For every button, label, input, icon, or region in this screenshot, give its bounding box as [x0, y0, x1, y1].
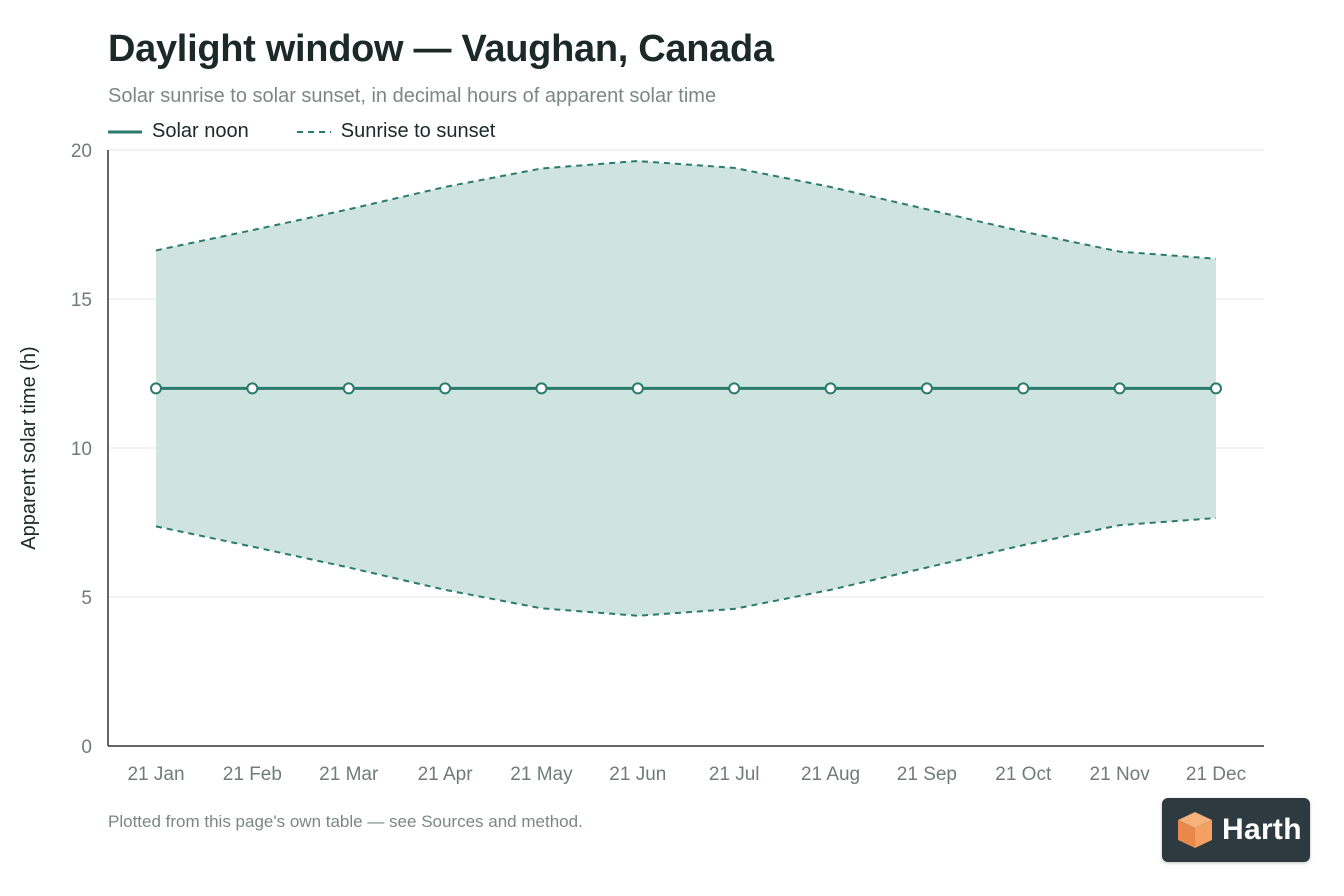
solar-noon-point [342, 382, 355, 395]
axes [107, 150, 1264, 747]
solar-noon-point [1017, 382, 1030, 395]
x-tick-label: 21 Nov [1090, 764, 1151, 785]
solar-noon-point [535, 382, 548, 395]
y-tick-label: 5 [81, 588, 92, 609]
x-tick-label: 21 Jun [609, 764, 666, 785]
x-tick-label: 21 Mar [319, 764, 379, 785]
chart-title: Daylight window — Vaughan, Canada [108, 28, 774, 70]
x-tick-label: 21 Dec [1186, 764, 1246, 785]
solar-noon-point [439, 382, 452, 395]
x-tick-label: 21 May [510, 764, 573, 785]
legend-item-sunrise-sunset: Sunrise to sunset [296, 120, 496, 143]
harth-cube-icon [1178, 812, 1212, 848]
x-tick-label: 21 Apr [418, 764, 474, 785]
solid-line-swatch-icon [108, 130, 142, 133]
legend: Solar noon Sunrise to sunset [108, 120, 543, 143]
daylight-chart: 0 5 10 15 20 21 Jan 21 Feb 21 Mar 21 Apr 21 May 21… [18, 141, 1264, 785]
x-tick-label: 21 Feb [223, 764, 282, 785]
y-tick-label: 20 [71, 141, 92, 162]
solar-noon-point [246, 382, 259, 395]
x-tick-label: 21 Jul [709, 764, 760, 785]
y-tick-label: 15 [71, 290, 92, 311]
sunset-line [155, 160, 1217, 260]
series [150, 160, 1222, 617]
solar-noon-point [824, 382, 837, 395]
legend-label-sunrise-sunset: Sunrise to sunset [340, 120, 496, 142]
solar-noon-point [1210, 382, 1222, 395]
footnote: Plotted from this page's own table — see… [108, 812, 583, 831]
harth-logo: Harth [1162, 798, 1310, 862]
y-tick-label: 0 [81, 737, 92, 758]
x-tick-label: 21 Sep [897, 764, 957, 785]
solar-noon-point [631, 382, 644, 395]
solar-noon-point [150, 382, 162, 395]
solar-noon-point [920, 382, 933, 395]
y-tick-label: 10 [71, 439, 92, 460]
tick-labels: 0 5 10 15 20 21 Jan 21 Feb 21 Mar 21 Apr 21 May 21… [18, 141, 1246, 785]
dashed-line-swatch-icon [296, 130, 331, 133]
solar-noon-point [1113, 382, 1126, 395]
x-tick-label: 21 Aug [801, 764, 860, 785]
sunrise-line [155, 517, 1217, 617]
legend-label-solar-noon: Solar noon [152, 120, 249, 142]
logo-text: Harth [1222, 813, 1302, 846]
y-axis-title: Apparent solar time (h) [18, 346, 40, 549]
chart-subtitle: Solar sunrise to solar sunset, in decima… [108, 85, 717, 107]
legend-item-solar-noon: Solar noon [108, 120, 249, 143]
x-tick-label: 21 Oct [995, 764, 1052, 785]
solar-noon-point [728, 382, 741, 395]
x-tick-label: 21 Jan [127, 764, 184, 785]
